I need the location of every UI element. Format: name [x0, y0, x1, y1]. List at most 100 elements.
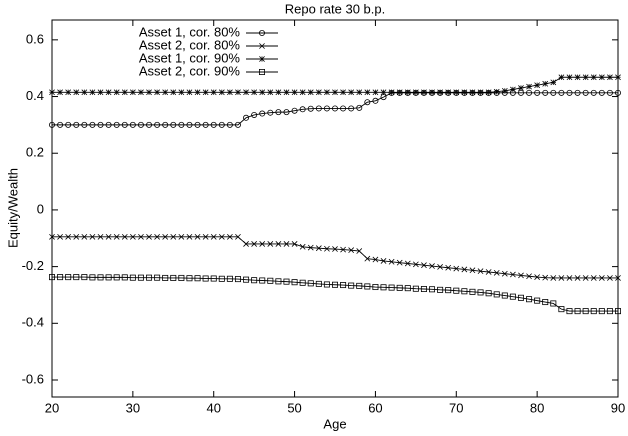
marker-shape	[615, 308, 622, 315]
marker-shape	[315, 245, 322, 252]
marker	[510, 86, 516, 93]
marker	[73, 121, 80, 128]
marker-shape	[615, 275, 621, 281]
marker-shape	[251, 241, 258, 247]
marker	[259, 110, 266, 117]
marker	[226, 121, 233, 128]
marker-shape	[194, 89, 201, 95]
marker	[234, 276, 241, 283]
marker-shape	[210, 275, 217, 282]
marker-shape	[574, 308, 581, 315]
marker	[469, 267, 476, 274]
marker-shape	[558, 306, 565, 313]
marker	[550, 89, 557, 96]
marker-shape	[226, 121, 233, 128]
marker-shape	[65, 274, 72, 281]
marker	[113, 274, 120, 281]
marker	[291, 89, 298, 96]
marker	[105, 274, 112, 281]
marker	[89, 121, 96, 128]
marker-shape	[542, 89, 549, 96]
marker	[307, 105, 314, 112]
marker-shape	[122, 89, 128, 95]
x-tick-label: 80	[530, 400, 544, 415]
marker-shape	[178, 274, 185, 281]
marker-shape	[138, 233, 144, 240]
marker	[598, 89, 605, 96]
y-tick-label: -0.6	[22, 371, 44, 386]
marker-shape	[550, 275, 557, 281]
marker	[121, 121, 128, 128]
marker	[526, 83, 532, 90]
marker-shape	[170, 274, 177, 281]
marker	[178, 274, 185, 281]
marker-shape	[178, 89, 184, 95]
marker	[356, 248, 363, 254]
marker	[194, 121, 201, 128]
marker-shape	[542, 81, 548, 87]
marker	[81, 89, 88, 96]
marker	[501, 270, 508, 277]
marker	[348, 247, 355, 254]
marker	[518, 85, 524, 91]
marker-shape	[210, 121, 217, 128]
marker	[218, 275, 225, 282]
marker-shape	[65, 121, 72, 128]
marker	[186, 233, 193, 240]
marker-shape	[259, 241, 266, 247]
marker	[615, 74, 621, 81]
marker	[356, 282, 363, 289]
marker	[218, 233, 225, 240]
marker	[396, 89, 403, 96]
marker-shape	[291, 107, 298, 114]
marker	[234, 121, 241, 128]
marker	[429, 89, 435, 96]
marker-shape	[194, 233, 201, 240]
marker-shape	[299, 243, 306, 250]
marker-shape	[501, 270, 508, 277]
series-line	[52, 236, 618, 279]
marker-shape	[89, 121, 96, 128]
marker	[582, 89, 589, 96]
marker-shape	[162, 274, 169, 281]
marker	[550, 79, 557, 86]
marker-shape	[113, 233, 120, 240]
marker	[396, 259, 403, 266]
marker-shape	[210, 233, 217, 240]
marker-shape	[219, 89, 225, 95]
marker-shape	[162, 121, 169, 128]
marker-shape	[89, 89, 96, 95]
marker-shape	[315, 280, 322, 287]
marker	[105, 233, 112, 240]
marker	[404, 89, 411, 96]
marker-shape	[186, 275, 193, 282]
marker	[461, 89, 468, 96]
marker	[291, 107, 298, 114]
marker	[154, 233, 160, 240]
marker-shape	[137, 121, 144, 128]
marker	[227, 89, 233, 96]
marker-shape	[73, 233, 80, 240]
marker-shape	[558, 275, 565, 281]
marker	[517, 294, 524, 301]
marker	[73, 89, 80, 96]
marker-shape	[582, 89, 589, 96]
marker	[412, 89, 419, 96]
marker	[97, 89, 104, 96]
marker-shape	[558, 89, 565, 96]
marker-shape	[114, 89, 120, 95]
marker	[186, 89, 193, 96]
marker	[477, 89, 484, 96]
marker-shape	[420, 286, 427, 293]
marker	[453, 287, 460, 294]
marker	[372, 284, 379, 291]
marker-shape	[493, 269, 500, 276]
marker	[590, 275, 597, 281]
marker-shape	[526, 273, 532, 280]
marker	[574, 74, 581, 81]
marker-shape	[234, 276, 241, 283]
marker-shape	[267, 89, 273, 95]
marker	[534, 82, 541, 89]
marker	[170, 233, 177, 240]
